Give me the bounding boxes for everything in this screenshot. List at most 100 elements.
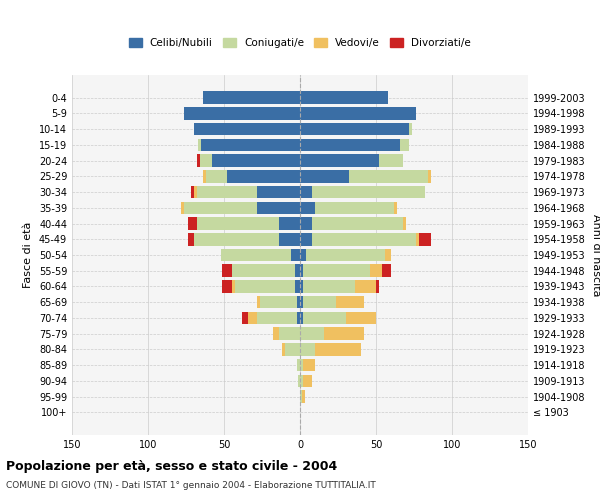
Bar bbox=[300, 170, 349, 182]
Bar bbox=[197, 217, 279, 230]
Bar bbox=[355, 280, 376, 293]
Bar bbox=[198, 138, 201, 151]
Bar bbox=[300, 390, 302, 403]
Bar bbox=[312, 217, 403, 230]
Bar bbox=[300, 92, 388, 104]
Bar bbox=[291, 248, 300, 262]
Bar bbox=[306, 248, 385, 262]
Bar bbox=[298, 374, 300, 387]
Bar bbox=[242, 312, 248, 324]
Bar bbox=[201, 138, 300, 151]
Bar bbox=[300, 312, 303, 324]
Bar bbox=[203, 170, 206, 182]
Bar bbox=[300, 217, 312, 230]
Bar bbox=[257, 312, 297, 324]
Bar bbox=[295, 264, 300, 277]
Bar bbox=[300, 343, 315, 355]
Bar bbox=[300, 202, 315, 214]
Bar bbox=[279, 328, 300, 340]
Bar bbox=[188, 217, 197, 230]
Bar bbox=[385, 248, 391, 262]
Bar bbox=[428, 170, 431, 182]
Bar bbox=[337, 296, 364, 308]
Bar bbox=[203, 92, 300, 104]
Bar bbox=[279, 233, 300, 245]
Bar bbox=[248, 312, 257, 324]
Bar bbox=[223, 280, 232, 293]
Bar bbox=[257, 296, 260, 308]
Bar bbox=[300, 374, 303, 387]
Bar bbox=[300, 248, 306, 262]
Y-axis label: Anni di nascita: Anni di nascita bbox=[591, 214, 600, 296]
Bar bbox=[303, 359, 315, 372]
Bar bbox=[416, 233, 419, 245]
Bar bbox=[303, 296, 337, 308]
Bar bbox=[184, 202, 257, 214]
Bar bbox=[303, 312, 346, 324]
Text: Popolazione per età, sesso e stato civile - 2004: Popolazione per età, sesso e stato civil… bbox=[6, 460, 337, 473]
Bar bbox=[300, 138, 400, 151]
Bar bbox=[419, 233, 431, 245]
Legend: Celibi/Nubili, Coniugati/e, Vedovi/e, Divorziati/e: Celibi/Nubili, Coniugati/e, Vedovi/e, Di… bbox=[125, 34, 475, 52]
Bar bbox=[325, 328, 364, 340]
Bar bbox=[257, 186, 300, 198]
Bar bbox=[300, 328, 325, 340]
Bar bbox=[194, 233, 279, 245]
Bar bbox=[221, 248, 291, 262]
Bar bbox=[282, 343, 285, 355]
Bar bbox=[312, 233, 416, 245]
Bar bbox=[394, 202, 397, 214]
Bar bbox=[181, 202, 184, 214]
Bar bbox=[257, 202, 300, 214]
Bar bbox=[400, 138, 409, 151]
Bar bbox=[297, 312, 300, 324]
Bar bbox=[272, 328, 279, 340]
Bar bbox=[300, 359, 303, 372]
Bar bbox=[303, 264, 370, 277]
Bar bbox=[382, 264, 391, 277]
Bar bbox=[376, 280, 379, 293]
Bar bbox=[223, 264, 232, 277]
Bar bbox=[300, 296, 303, 308]
Bar bbox=[302, 390, 305, 403]
Bar bbox=[379, 154, 403, 167]
Bar bbox=[194, 123, 300, 136]
Bar bbox=[260, 296, 297, 308]
Bar bbox=[227, 170, 300, 182]
Bar bbox=[191, 186, 194, 198]
Bar bbox=[197, 154, 200, 167]
Text: COMUNE DI GIOVO (TN) - Dati ISTAT 1° gennaio 2004 - Elaborazione TUTTITALIA.IT: COMUNE DI GIOVO (TN) - Dati ISTAT 1° gen… bbox=[6, 480, 376, 490]
Bar bbox=[303, 374, 312, 387]
Y-axis label: Fasce di età: Fasce di età bbox=[23, 222, 33, 288]
Bar bbox=[300, 107, 416, 120]
Bar bbox=[300, 264, 303, 277]
Bar bbox=[295, 280, 300, 293]
Bar bbox=[303, 280, 355, 293]
Bar bbox=[232, 280, 235, 293]
Bar bbox=[403, 217, 406, 230]
Bar bbox=[297, 359, 300, 372]
Bar bbox=[312, 186, 425, 198]
Bar bbox=[315, 202, 394, 214]
Bar bbox=[297, 296, 300, 308]
Bar bbox=[197, 186, 257, 198]
Bar bbox=[315, 343, 361, 355]
Bar bbox=[232, 264, 295, 277]
Bar bbox=[200, 154, 212, 167]
Bar bbox=[206, 170, 227, 182]
Bar bbox=[184, 107, 300, 120]
Bar bbox=[300, 154, 379, 167]
Bar bbox=[279, 217, 300, 230]
Bar bbox=[300, 186, 312, 198]
Bar bbox=[194, 186, 197, 198]
Bar bbox=[349, 170, 428, 182]
Bar bbox=[285, 343, 300, 355]
Bar bbox=[300, 123, 409, 136]
Bar bbox=[346, 312, 376, 324]
Bar bbox=[212, 154, 300, 167]
Bar bbox=[409, 123, 412, 136]
Bar bbox=[370, 264, 382, 277]
Bar bbox=[300, 280, 303, 293]
Bar bbox=[188, 233, 194, 245]
Bar bbox=[235, 280, 295, 293]
